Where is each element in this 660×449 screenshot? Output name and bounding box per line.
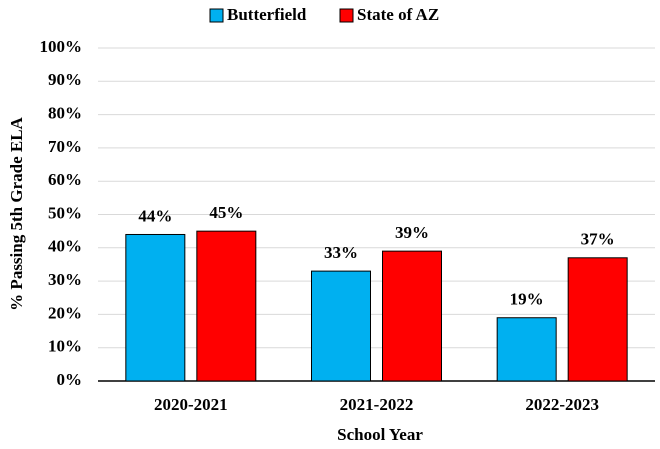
legend-swatch xyxy=(209,8,224,23)
y-tick-label: 0% xyxy=(57,370,83,389)
y-tick-label: 70% xyxy=(48,137,82,156)
bar xyxy=(196,230,257,382)
bar xyxy=(567,257,628,382)
data-label: 37% xyxy=(581,230,615,249)
bar xyxy=(125,233,186,382)
y-tick-label: 20% xyxy=(48,303,82,322)
bar xyxy=(496,317,557,382)
legend-swatch xyxy=(339,8,354,23)
data-label: 45% xyxy=(209,203,243,222)
y-tick-label: 90% xyxy=(48,70,82,89)
data-label: 19% xyxy=(510,290,544,309)
legend-label: Butterfield xyxy=(227,5,307,24)
data-label: 39% xyxy=(395,223,429,242)
bar xyxy=(311,270,371,382)
y-tick-label: 30% xyxy=(48,270,82,289)
legend-label: State of AZ xyxy=(357,5,439,24)
x-axis-title: School Year xyxy=(337,425,423,444)
y-tick-label: 80% xyxy=(48,104,82,123)
data-label: 33% xyxy=(324,243,358,262)
y-tick-label: 50% xyxy=(48,203,82,222)
y-axis-title: % Passing 5th Grade ELA xyxy=(7,116,26,310)
x-tick-label: 2022-2023 xyxy=(525,395,599,414)
y-tick-label: 100% xyxy=(40,37,83,56)
bar xyxy=(382,250,442,382)
y-tick-label: 60% xyxy=(48,170,82,189)
x-tick-label: 2021-2022 xyxy=(340,395,414,414)
data-label: 44% xyxy=(138,206,172,225)
y-tick-label: 40% xyxy=(48,237,82,256)
y-tick-label: 10% xyxy=(48,337,82,356)
x-tick-label: 2020-2021 xyxy=(154,395,228,414)
